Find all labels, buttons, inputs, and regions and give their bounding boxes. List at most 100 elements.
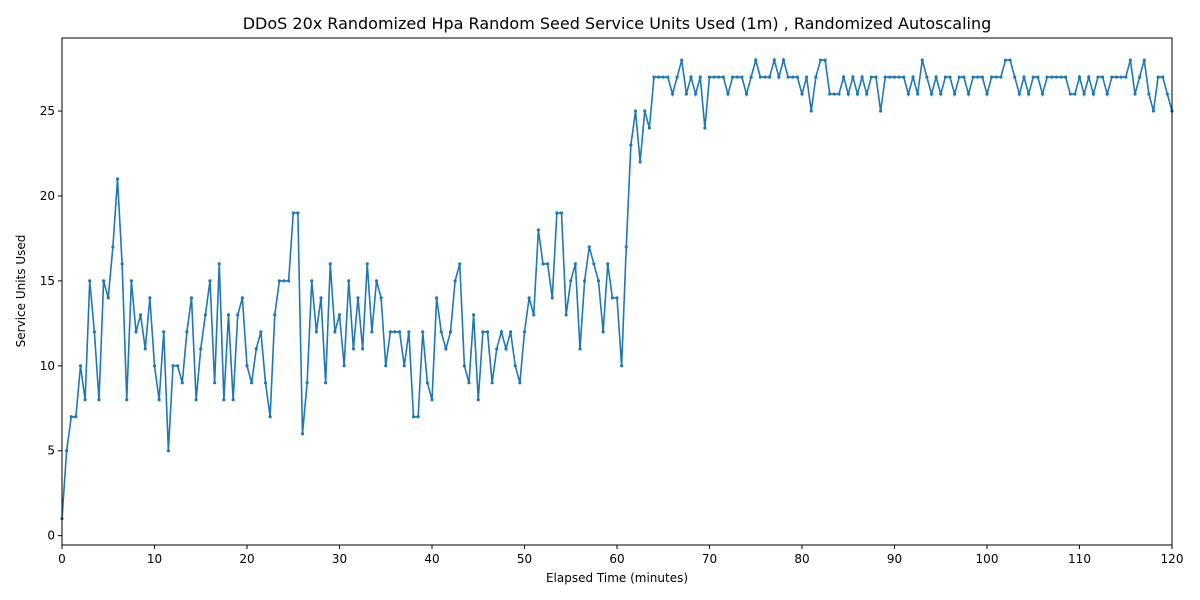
data-point [472,313,476,317]
data-point [287,279,291,283]
data-point [259,330,263,334]
data-point [444,347,448,351]
data-point [1077,75,1082,79]
x-tick-label: 50 [517,552,532,566]
data-point [703,126,707,130]
data-point [948,75,952,79]
data-point [763,75,767,79]
data-point [883,75,887,79]
data-point [1073,92,1077,96]
data-point [897,75,901,79]
data-point [102,279,106,283]
data-point [379,296,383,300]
data-point [546,262,550,266]
data-point [1022,75,1026,79]
data-point [328,262,332,266]
data-point [758,75,762,79]
data-point [1096,75,1100,79]
data-point [740,75,744,79]
data-point [657,75,661,79]
data-point [185,330,189,334]
data-point [786,75,790,79]
data-point [374,279,379,283]
data-point [1119,75,1123,79]
data-point [518,381,522,385]
data-point [106,296,110,300]
data-point [698,75,702,79]
data-point [888,75,892,79]
data-point [370,330,374,334]
data-point [592,262,596,266]
data-point [476,398,480,402]
data-point [680,58,684,62]
data-point [994,75,998,79]
data-point [559,211,564,215]
data-point [721,75,725,79]
data-point [726,92,730,96]
data-point [999,75,1003,79]
data-point [231,398,235,402]
data-point [189,296,194,300]
data-point [222,398,226,402]
data-point [749,75,753,79]
x-tick-label: 20 [239,552,254,566]
data-point [906,92,910,96]
data-point [435,296,439,300]
data-point [78,364,83,368]
data-point [818,58,823,62]
data-point [1133,92,1137,96]
data-point [263,381,268,385]
data-point [851,75,855,79]
data-point [731,75,735,79]
data-point [1110,75,1114,79]
x-tick-label: 120 [1161,552,1184,566]
data-point [971,75,975,79]
data-point [504,347,508,351]
data-point [1082,92,1086,96]
data-point [633,109,638,113]
data-point [934,75,938,79]
data-point [717,75,721,79]
data-point [846,92,850,96]
data-point [245,364,249,368]
data-point [324,381,328,385]
data-point [532,313,536,317]
data-point [929,92,934,96]
data-point [1059,75,1063,79]
data-point [291,211,295,215]
data-point [1087,75,1091,79]
data-point [610,296,614,300]
data-point [1036,75,1040,79]
data-point [874,75,878,79]
data-point [620,364,624,368]
data-point [939,92,943,96]
data-point [462,364,466,368]
data-point [976,75,980,79]
data-point [966,92,971,96]
data-point [805,75,809,79]
data-point [430,398,434,402]
data-point [213,381,217,385]
data-point [69,415,73,419]
data-point [768,75,772,79]
data-point [92,330,96,334]
data-point [777,75,781,79]
data-point [458,262,462,266]
data-point [925,75,929,79]
data-point [152,364,157,368]
data-point [892,75,897,79]
data-point [254,347,258,351]
data-point [300,432,305,436]
data-point [791,75,795,79]
data-point [194,398,198,402]
data-point [351,347,355,351]
data-point [1003,58,1008,62]
data-point [990,75,994,79]
data-point [485,330,490,334]
data-point [1161,75,1165,79]
data-point [1142,58,1146,62]
chart-title: DDoS 20x Randomized Hpa Random Seed Serv… [243,14,992,33]
data-point [707,75,712,79]
data-point [573,262,577,266]
